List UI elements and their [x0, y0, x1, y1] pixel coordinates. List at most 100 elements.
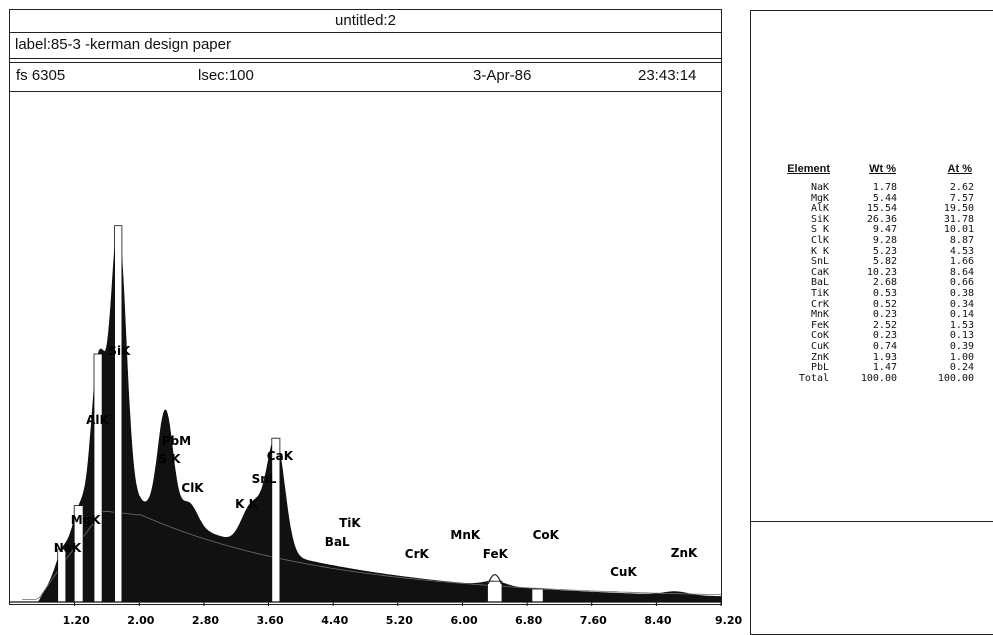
x-tick-label: 2.80: [192, 614, 219, 627]
at-percent-column-header: At %: [947, 163, 972, 175]
table-row: CrK 0.52 0.34: [751, 298, 993, 311]
table-row: CoK 0.23 0.13: [751, 331, 993, 342]
window-title: untitled:2: [10, 10, 721, 33]
table-row: SnL 5.82 1.66: [751, 257, 993, 268]
wt-percent-cell: 1.93: [872, 351, 897, 363]
element-cell: BaL: [810, 277, 829, 289]
at-percent-cell: 1.66: [949, 256, 974, 268]
at-percent-cell: 0.13: [949, 330, 974, 342]
element-cell: CrK: [810, 298, 829, 310]
element-cell: SnL: [810, 256, 829, 268]
at-percent-cell: 0.14: [949, 309, 974, 321]
x-tick-label: 8.40: [644, 614, 671, 627]
spectrum-fill: [10, 225, 722, 603]
peak-label: BaL: [325, 535, 350, 549]
element-cell: CoK: [810, 330, 829, 342]
x-tick-label: 6.00: [451, 614, 478, 627]
roi-window: [57, 548, 67, 603]
element-cell: MgK: [810, 192, 829, 204]
x-tick-label: 4.40: [321, 614, 348, 627]
peak-label: SiK: [108, 344, 131, 358]
element-cell: K K: [810, 245, 829, 257]
x-tick-label: 5.20: [386, 614, 413, 627]
at-percent-cell: 0.39: [949, 340, 974, 352]
table-row: Total 100.00 100.00: [751, 372, 993, 385]
table-row: S K 9.47 10.01: [751, 225, 993, 236]
element-cell: S K: [810, 224, 829, 236]
table-row: NaK 1.78 2.62: [751, 182, 993, 194]
peak-label: CuK: [610, 565, 637, 579]
table-row: FeK 2.52 1.53: [751, 319, 993, 332]
table-row: CuK 0.74 0.39: [751, 340, 993, 353]
acquisition-date: 3-Apr-86: [473, 67, 532, 84]
wt-percent-cell: 1.47: [872, 362, 897, 374]
at-percent-cell: 10.01: [943, 224, 974, 236]
peak-label: PbM: [162, 434, 191, 448]
x-tick-label: 3.60: [257, 614, 284, 627]
peak-label: CrK: [405, 547, 430, 561]
at-percent-cell: 2.62: [949, 182, 974, 193]
wt-percent-cell: 10.23: [866, 266, 897, 278]
x-tick-label: 6.80: [515, 614, 542, 627]
at-percent-cell: 8.87: [949, 234, 974, 246]
at-percent-cell: 1.00: [949, 351, 974, 363]
x-tick-label: 2.00: [127, 614, 154, 627]
element-cell: TiK: [810, 287, 829, 299]
peak-label: TiK: [339, 516, 361, 530]
table-row: ZnK 1.93 1.00: [751, 351, 993, 364]
table-row: TiK 0.53 0.38: [751, 287, 993, 300]
acquisition-info: fs 6305 lsec:100 3-Apr-86 23:43:14: [10, 62, 721, 92]
table-row: PbL 1.47 0.24: [751, 362, 993, 374]
element-cell: PbL: [810, 362, 829, 374]
element-cell: Total: [798, 372, 829, 384]
at-percent-cell: 0.24: [949, 362, 974, 374]
sample-label: label:85-3 -kerman design paper: [10, 32, 721, 59]
at-percent-cell: 0.34: [949, 298, 974, 310]
x-axis: 1.20 2.00 2.80 3.60 4.40 5.20 6.00 6.80 7.60 8.40…: [10, 601, 742, 627]
wt-percent-cell: 9.47: [872, 224, 897, 236]
peak-label: AlK: [86, 413, 109, 427]
element-cell: ClK: [810, 234, 829, 246]
wt-percent-cell: 0.74: [872, 340, 897, 352]
peak-label: MgK: [71, 513, 102, 527]
at-percent-cell: 4.53: [949, 245, 974, 257]
element-cell: AlK: [810, 203, 829, 215]
wt-percent-cell: 0.23: [872, 330, 897, 342]
peak-label: MnK: [450, 528, 480, 542]
results-divider: [751, 521, 993, 522]
at-percent-cell: 31.78: [943, 213, 974, 225]
wt-percent-cell: 5.23: [872, 245, 897, 257]
roi-window: [93, 353, 103, 603]
wt-percent-cell: 1.78: [872, 182, 897, 193]
wt-percent-cell: 100.00: [860, 372, 897, 384]
table-row: K K 5.23 4.53: [751, 245, 993, 258]
wt-percent-column-header: Wt %: [869, 163, 896, 175]
spectrum-panel: untitled:2 label:85-3 -kerman design pap…: [9, 9, 722, 605]
table-row: ClK 9.28 8.87: [751, 234, 993, 247]
wt-percent-cell: 9.28: [872, 234, 897, 246]
x-tick-label: 1.20: [63, 614, 90, 627]
element-cell: CuK: [810, 340, 829, 352]
at-percent-cell: 0.66: [949, 277, 974, 289]
full-scale-value: fs 6305: [16, 67, 66, 84]
wt-percent-cell: 2.52: [872, 319, 897, 331]
at-percent-cell: 0.38: [949, 287, 974, 299]
wt-percent-cell: 0.52: [872, 298, 897, 310]
element-cell: ZnK: [810, 351, 829, 363]
table-row: AlK 15.54 19.50: [751, 204, 993, 215]
live-seconds-value: lsec:100: [198, 67, 254, 84]
table-row: SiK 26.36 31.78: [751, 213, 993, 226]
table-row: BaL 2.68 0.66: [751, 278, 993, 289]
element-cell: NaK: [810, 182, 829, 193]
roi-window: [114, 225, 123, 603]
roi-window: [487, 580, 503, 603]
peak-label: CaK: [267, 449, 294, 463]
continuum-curve: [22, 510, 722, 600]
at-percent-cell: 7.57: [949, 192, 974, 204]
at-percent-cell: 1.53: [949, 319, 974, 331]
peak-labels: NaK MgK AlK SiK PbM S K ClK K K SnL CaK TiK BaL CrK M…: [54, 344, 698, 585]
peak-label: SnL: [252, 472, 277, 486]
peak-label: ZnK: [671, 546, 698, 560]
peak-label: NaK: [54, 541, 82, 555]
